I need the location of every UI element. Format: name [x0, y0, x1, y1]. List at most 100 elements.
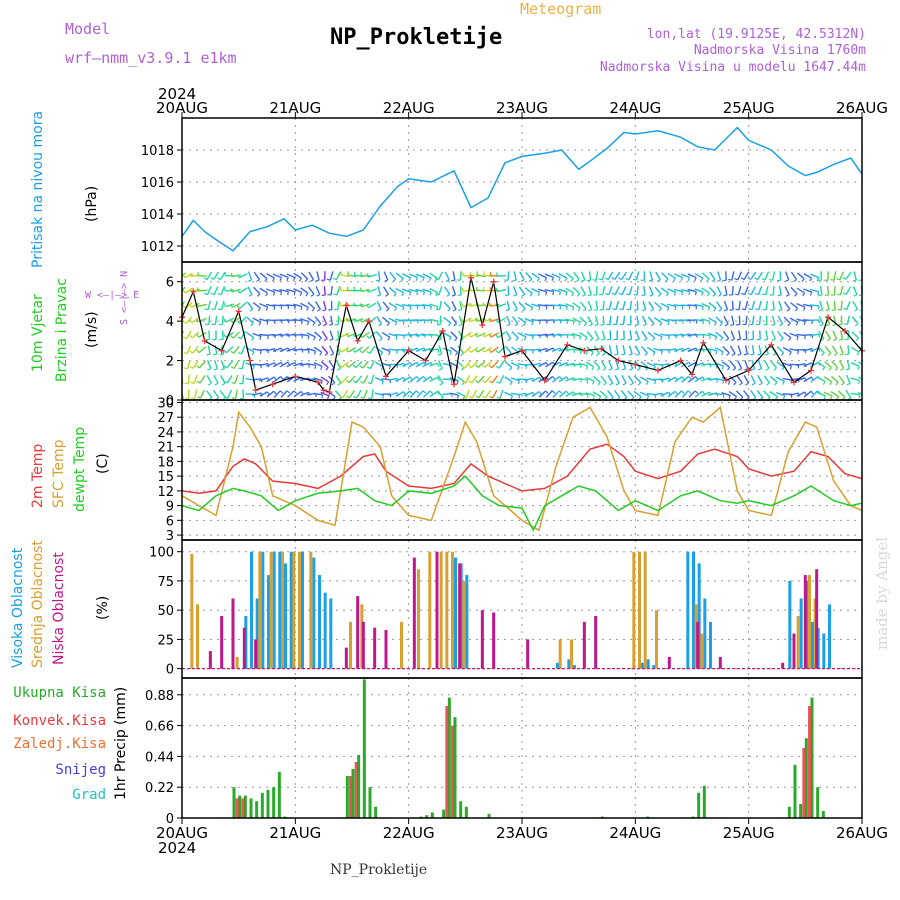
- wind-arrow: [588, 286, 592, 296]
- wind-arrow-head: [786, 308, 791, 312]
- wind-arrow-head: [409, 390, 413, 395]
- wind-arrow: [673, 347, 683, 352]
- wind-arrow: [348, 389, 356, 399]
- wind-arrow-head: [346, 395, 350, 399]
- wind-arrow: [586, 331, 594, 339]
- wind-arrow: [716, 301, 723, 310]
- wind-arrow: [744, 300, 749, 310]
- wind-arrow: [722, 330, 730, 339]
- wind-arrow-head: [183, 367, 188, 370]
- wind-arrow: [492, 389, 498, 399]
- wind-arrow: [789, 317, 799, 323]
- wind-arrow: [737, 271, 743, 281]
- wind-arrow: [415, 288, 425, 293]
- wind-arrow: [226, 375, 233, 384]
- wind-arrow: [803, 303, 813, 308]
- wind-arrow: [701, 272, 710, 280]
- wind-arrow: [293, 318, 303, 322]
- temp-ytick-label: 3: [166, 529, 174, 544]
- wind-arrow-head: [183, 336, 187, 340]
- wind-arrow: [429, 362, 439, 367]
- temp-line-2: [181, 475, 863, 532]
- wind-arrow-head: [318, 337, 322, 342]
- wind-arrow: [225, 303, 235, 308]
- wind-arrow: [199, 389, 205, 399]
- wind-arrow: [736, 375, 743, 384]
- wind-arrow: [524, 391, 534, 397]
- wind-arrow-head: [720, 351, 724, 356]
- wind-arrow-head: [751, 382, 756, 386]
- wind-arrow-head: [346, 317, 349, 322]
- precip-bar: [451, 725, 454, 818]
- wind-arrow: [389, 271, 397, 280]
- wind-arrow: [182, 330, 184, 338]
- wind-arrow: [552, 375, 560, 383]
- wind-arrow-head: [516, 352, 520, 356]
- wind-arrow-head: [437, 377, 440, 381]
- wind-arrow: [340, 274, 350, 278]
- pressure-ytick-label: 1014: [141, 208, 174, 223]
- wind-arrow: [300, 302, 309, 309]
- wind-arrow: [463, 317, 472, 323]
- wind-arrow-head: [537, 292, 541, 297]
- wind-arrow-head: [224, 396, 229, 399]
- wind-arrow-head: [842, 292, 847, 296]
- wind-arrow-head: [366, 288, 369, 293]
- wind-arrow: [511, 316, 519, 325]
- wind-arrow: [839, 271, 845, 281]
- wind-arrow: [490, 346, 499, 353]
- wind-arrow: [846, 315, 851, 325]
- wind-arrow: [517, 316, 527, 324]
- wind-arrow-head: [293, 390, 297, 394]
- wind-arrow: [537, 347, 547, 352]
- wind-arrow-head: [558, 277, 561, 282]
- wind-arrow: [458, 330, 464, 340]
- wind-arrow: [205, 390, 213, 399]
- wind-arrow: [259, 302, 269, 308]
- wind-arrow: [655, 271, 661, 281]
- wind-arrow-head: [340, 271, 343, 276]
- wind-arrow-head: [649, 294, 654, 297]
- wind-arrow: [840, 330, 844, 340]
- wind-arrow: [362, 375, 369, 384]
- wind-arrow-head: [496, 396, 501, 399]
- legend-total-rain: Ukupna Kisa: [13, 685, 106, 701]
- wind-arrow: [388, 377, 398, 381]
- wind-arrow: [722, 346, 730, 354]
- wind-arrow: [579, 316, 588, 324]
- wind-arrow-head: [435, 308, 440, 311]
- cloud-bar: [632, 551, 636, 669]
- wind-label-1: 10m Vjetar: [30, 294, 46, 372]
- wind-arrow: [810, 361, 819, 368]
- wind-arrow: [422, 304, 432, 307]
- wind-arrow-head: [585, 365, 589, 370]
- wind-arrow-head: [286, 390, 291, 394]
- wind-arrow-head: [582, 308, 587, 312]
- cloud-bar: [703, 598, 707, 669]
- wind-arrow-head: [750, 368, 755, 371]
- wind-arrow-head: [637, 382, 642, 386]
- cloud-bar: [815, 569, 819, 669]
- wind-arrow-head: [196, 349, 200, 354]
- marks-layer: [179, 126, 865, 818]
- wind-label-2: Brzina i Pravac: [54, 278, 70, 382]
- wind-arrow: [323, 286, 327, 296]
- wind-arrow-head: [843, 323, 848, 326]
- wind-arrow: [608, 286, 613, 296]
- wind-arrow-head: [272, 291, 276, 296]
- wind-arrow: [226, 360, 234, 369]
- pressure-ytick-label: 1012: [141, 240, 174, 255]
- wind-arrow: [851, 331, 860, 339]
- wind-compass-v: S <—|—> N: [119, 271, 130, 325]
- precip-bar: [464, 806, 468, 818]
- cloud-ytick-label: 0: [166, 663, 174, 678]
- wind-arrow-head: [237, 351, 242, 355]
- wind-arrow: [673, 333, 683, 337]
- wind-arrow: [182, 286, 186, 292]
- wind-arrow-head: [230, 303, 233, 308]
- wind-arrow-head: [332, 277, 337, 281]
- wind-arrow-head: [507, 338, 511, 342]
- wind-arrow-head: [230, 319, 234, 324]
- wind-arrow-head: [858, 380, 861, 385]
- wind-arrow: [796, 391, 806, 397]
